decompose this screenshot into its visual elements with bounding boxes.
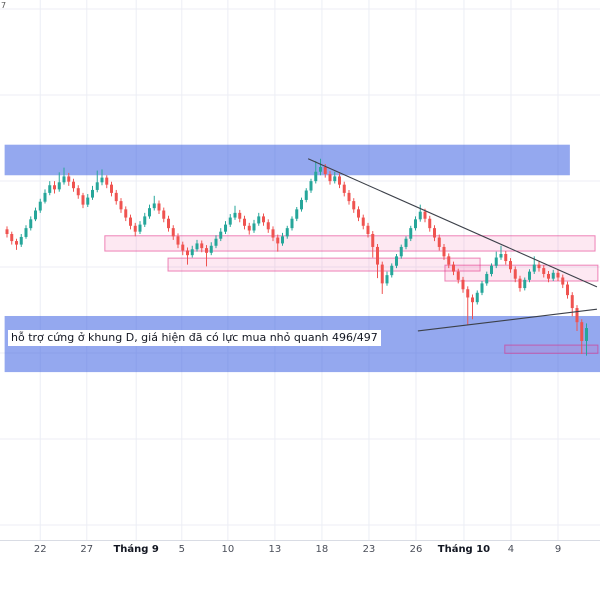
- time-axis-label[interactable]: 26: [409, 544, 423, 555]
- demand-box-bottom[interactable]: [504, 344, 599, 354]
- time-axis-label[interactable]: 22: [33, 544, 47, 555]
- candles: [5, 158, 588, 356]
- supply-box-right[interactable]: [444, 264, 599, 282]
- time-axis-label[interactable]: Tháng 9: [113, 544, 159, 555]
- time-axis-label[interactable]: 27: [80, 544, 94, 555]
- time-axis: 22 27 Tháng 9 5 10 13 18 23 26 Tháng 10 4 9: [0, 544, 600, 558]
- wedge-upper-trendline[interactable]: [307, 158, 598, 288]
- corner-text: 7: [1, 1, 7, 10]
- time-axis-label[interactable]: 23: [362, 544, 376, 555]
- time-axis-label[interactable]: 13: [268, 544, 282, 555]
- supply-box-upper[interactable]: [104, 235, 596, 252]
- time-axis-label[interactable]: 9: [554, 544, 562, 555]
- time-axis-label[interactable]: 10: [221, 544, 235, 555]
- supply-box-middle[interactable]: [167, 257, 481, 272]
- resistance-zone[interactable]: [4, 144, 570, 176]
- time-axis-label[interactable]: 4: [507, 544, 515, 555]
- time-axis-label[interactable]: 18: [315, 544, 329, 555]
- time-axis-label[interactable]: Tháng 10: [437, 544, 491, 555]
- time-axis-label[interactable]: 5: [178, 544, 185, 555]
- time-axis-line: [0, 540, 600, 541]
- wedge-lower-trendline[interactable]: [417, 308, 598, 332]
- annotation-note[interactable]: hỗ trợ cứng ở khung D, giá hiện đã có lự…: [8, 330, 381, 346]
